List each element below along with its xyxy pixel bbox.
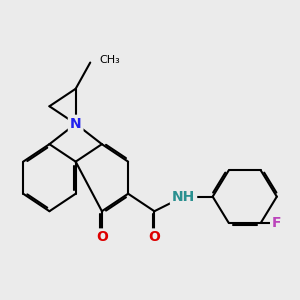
Text: O: O	[96, 230, 108, 244]
Text: F: F	[272, 216, 282, 230]
Text: CH₃: CH₃	[99, 55, 120, 64]
Text: NH: NH	[172, 190, 195, 204]
Text: O: O	[148, 230, 160, 244]
Text: N: N	[70, 117, 82, 131]
